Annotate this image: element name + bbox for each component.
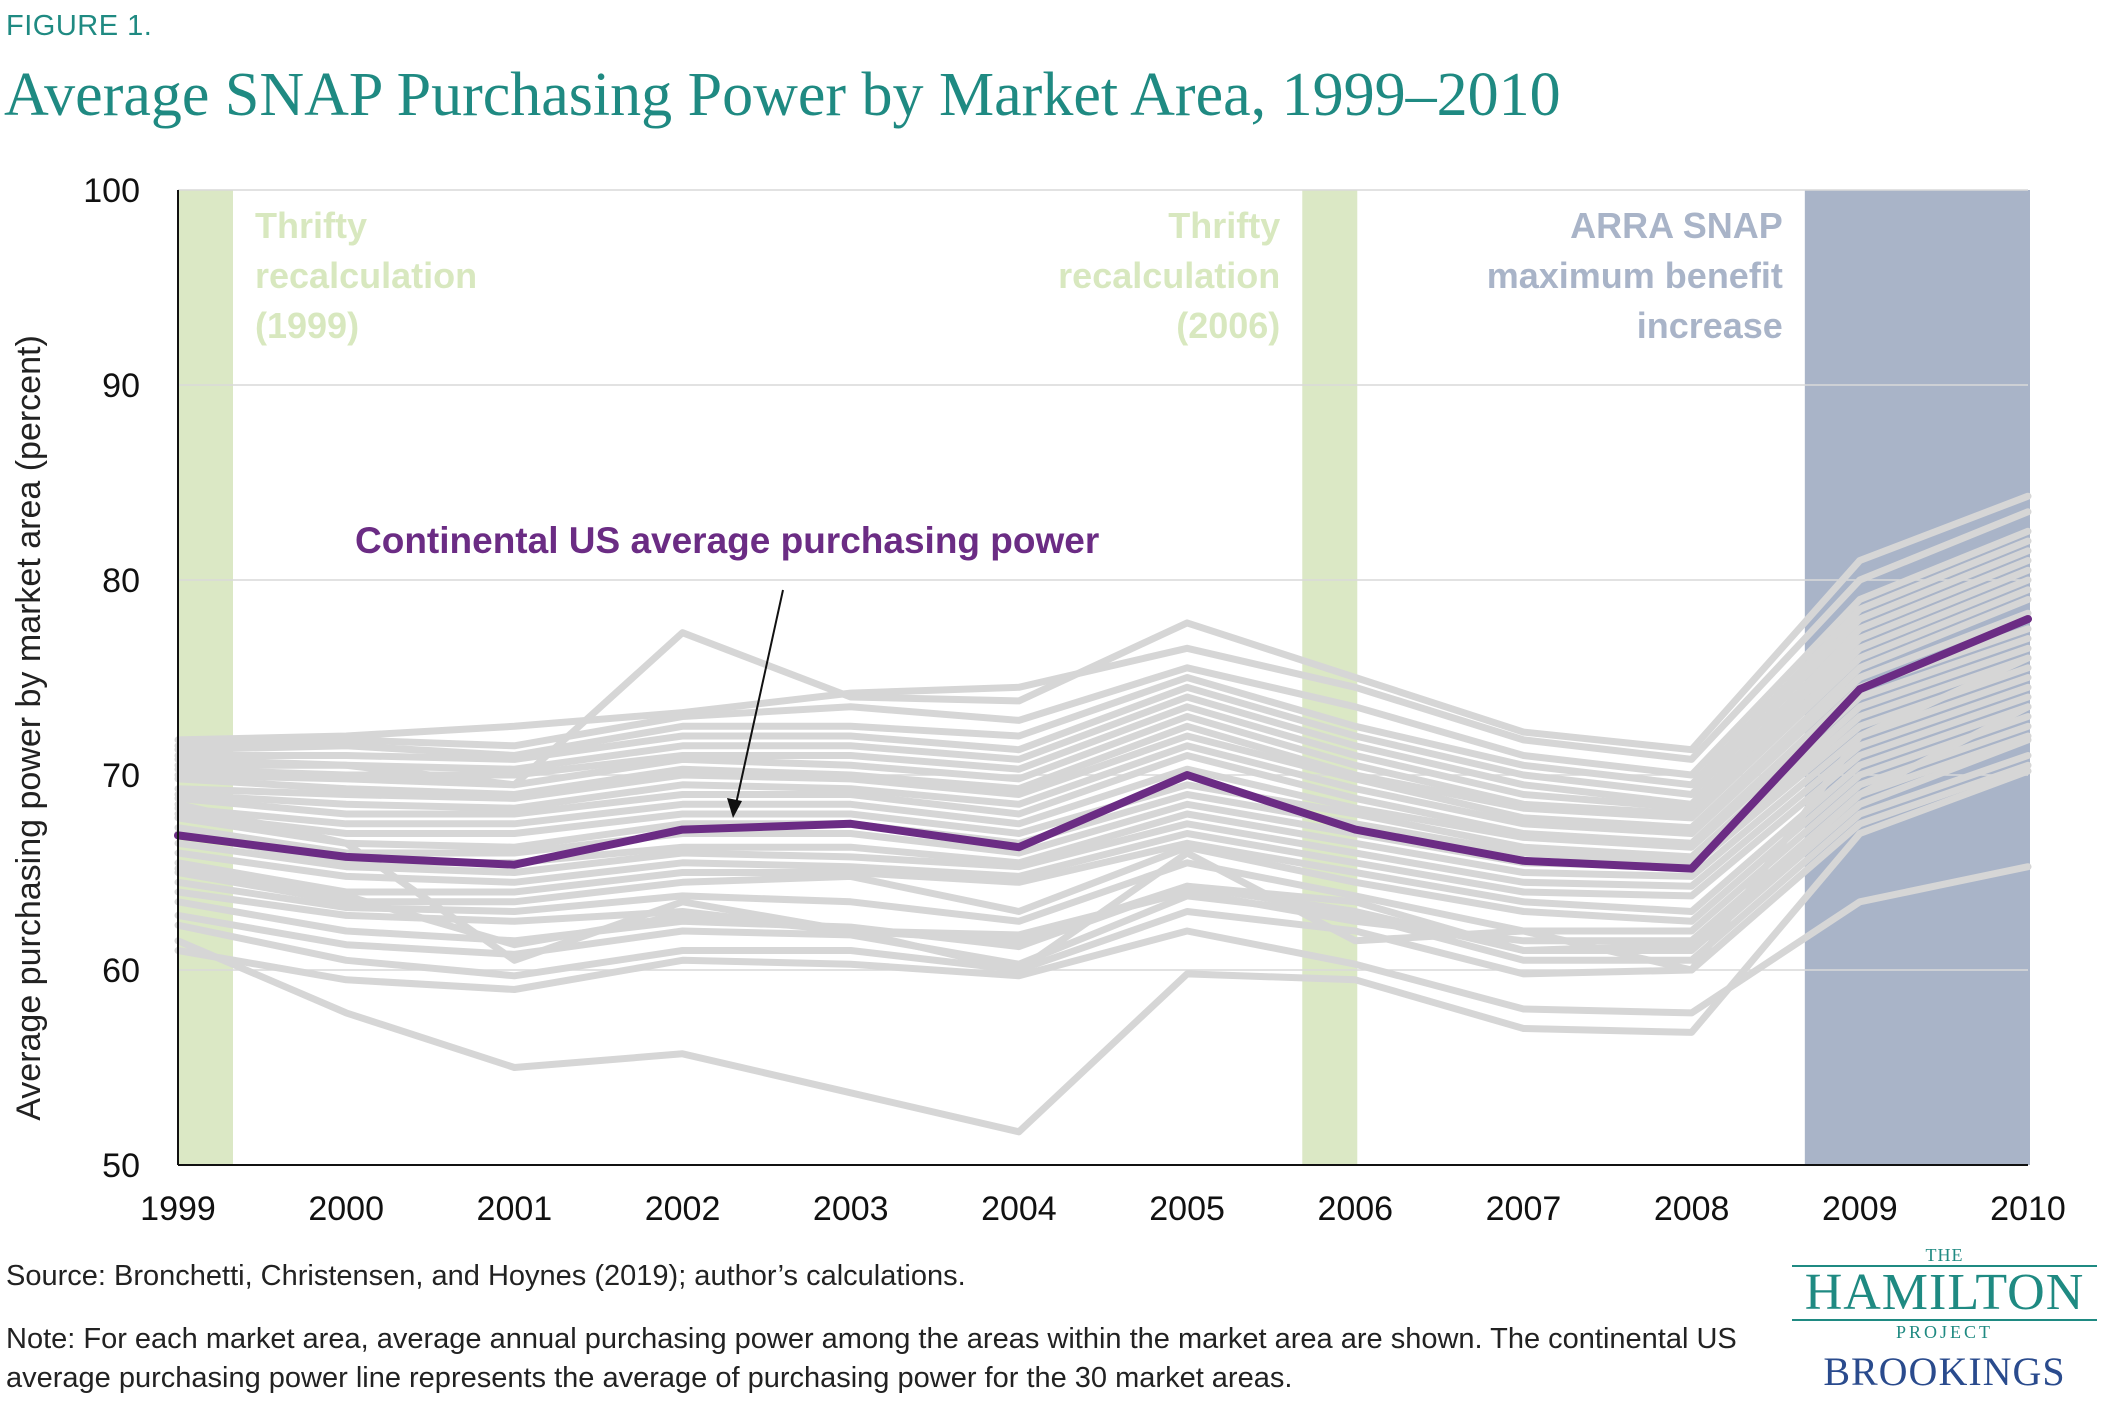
chart-title: Average SNAP Purchasing Power by Market … <box>4 61 1561 129</box>
shaded-region-label: recalculation <box>1058 255 1280 296</box>
x-tick-label: 1999 <box>140 1190 216 1228</box>
continental-us-average-line <box>174 615 2032 873</box>
x-tick-label: 2002 <box>645 1190 721 1228</box>
y-axis-label: Average purchasing power by market area … <box>10 335 48 1121</box>
shaded-region-label: (1999) <box>255 305 359 346</box>
y-tick-label: 90 <box>102 367 140 405</box>
market-area-line-28 <box>174 492 2032 789</box>
market-area-line-8 <box>174 713 2032 925</box>
market-area-line-10 <box>174 693 2032 900</box>
market-area-line-2 <box>174 767 2032 1136</box>
y-tick-label: 60 <box>102 952 140 990</box>
x-tick-label: 2005 <box>1149 1190 1225 1228</box>
market-area-line-17 <box>174 625 2032 847</box>
brookings-logo: BROOKINGS <box>1823 1349 2066 1394</box>
y-tick-label: 50 <box>102 1147 140 1185</box>
market-area-line-24 <box>174 547 2032 798</box>
logo-hamilton: HAMILTON <box>1792 1265 2097 1321</box>
line-chart: Thrifty recalculation (1999) Thrifty recalcu… <box>10 172 2066 1228</box>
x-tick-label: 2010 <box>1990 1190 2066 1228</box>
shaded-region-label: recalculation <box>255 255 477 296</box>
x-tick-label: 2003 <box>813 1190 889 1228</box>
logo-project: PROJECT <box>1895 1322 1994 1342</box>
annotation-arrowhead <box>727 798 742 818</box>
shaded-region-label: ARRA SNAP <box>1570 205 1783 246</box>
y-tick-label: 70 <box>102 757 140 795</box>
market-area-line-23 <box>174 557 2032 808</box>
y-tick-label: 100 <box>83 172 140 210</box>
x-tick-label: 2004 <box>981 1190 1057 1228</box>
source-note: Source: Bronchetti, Christensen, and Hoy… <box>6 1260 966 1292</box>
x-tick-label: 2006 <box>1317 1190 1393 1228</box>
x-tick-label: 2001 <box>477 1190 553 1228</box>
shaded-region-1 <box>178 190 233 1165</box>
logo-the: THE <box>1925 1245 1964 1265</box>
shaded-region-label: Thrifty <box>255 205 367 246</box>
shaded-region-label: (2006) <box>1176 305 1280 346</box>
market-area-line-26 <box>174 527 2032 779</box>
market-area-line-18 <box>174 609 2032 837</box>
footnote: Note: For each market area, average annu… <box>6 1323 1737 1395</box>
market-area-line-16 <box>174 635 2032 851</box>
market-area-line-30 <box>174 654 2032 974</box>
shaded-region-label: maximum benefit <box>1487 255 1783 296</box>
market-area-line-11 <box>174 683 2032 890</box>
annotation-arrow <box>735 589 784 805</box>
market-area-line-19 <box>174 596 2032 832</box>
market-area-line-27 <box>174 508 2032 763</box>
x-tick-label: 2007 <box>1486 1190 1562 1228</box>
x-tick-label: 2009 <box>1822 1190 1898 1228</box>
market-area-line-7 <box>174 722 2032 935</box>
hamilton-project-logo: THE HAMILTON PROJECT <box>1792 1245 2097 1343</box>
market-area-line-3 <box>174 761 2032 980</box>
market-area-line-9 <box>174 703 2032 915</box>
shaded-region-label: increase <box>1637 305 1783 346</box>
y-tick-label: 80 <box>102 562 140 600</box>
x-tick-label: 2000 <box>308 1190 384 1228</box>
x-tick-label: 2008 <box>1654 1190 1730 1228</box>
market-area-line-25 <box>174 537 2032 789</box>
shaded-region-label: Thrifty <box>1168 205 1280 246</box>
figure-label: FIGURE 1. <box>6 10 153 42</box>
series-annotation: Continental US average purchasing power <box>355 520 1099 561</box>
